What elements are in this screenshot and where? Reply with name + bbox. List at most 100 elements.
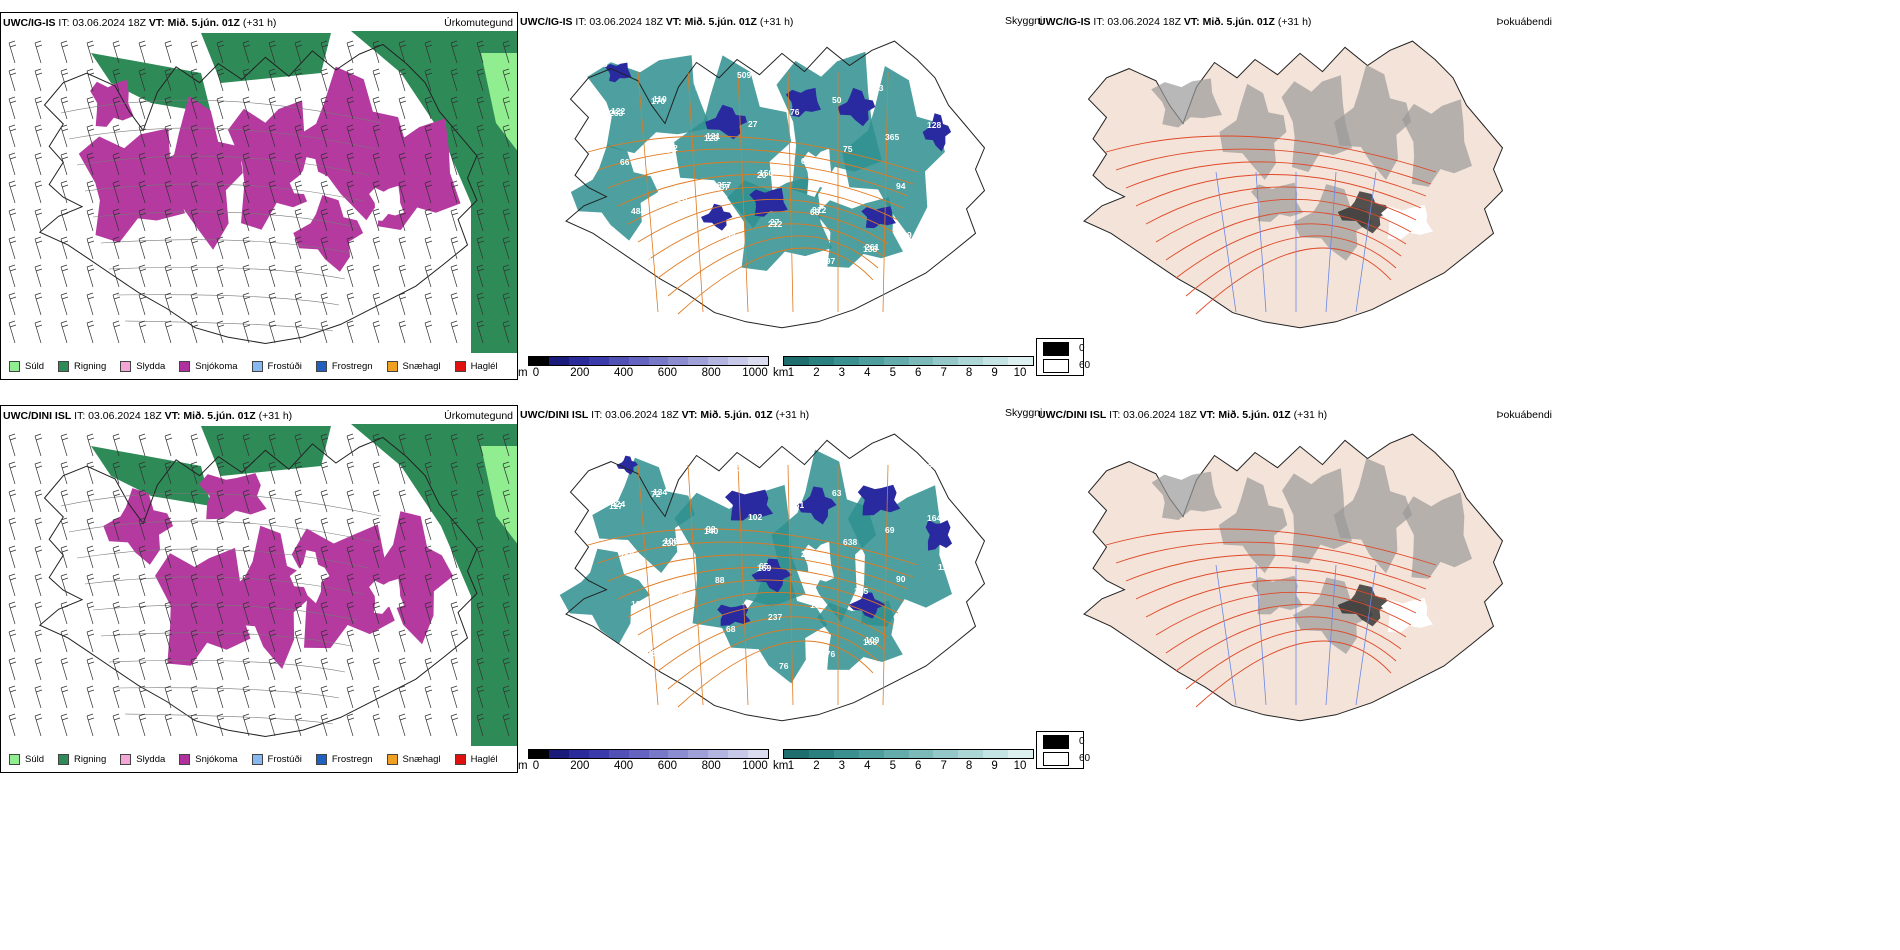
scale-color-strip	[783, 749, 1034, 759]
ceiling-value-label: 320	[673, 194, 687, 204]
legend-label: Súld	[25, 360, 45, 372]
scale-tick-label: 7	[940, 760, 947, 772]
scale-tick-label: 10	[1013, 367, 1027, 379]
scale-color-strip	[528, 749, 769, 759]
ceiling-labels: 26 72 140 169 155 166 122 117 230 88 237 376 49 164 15…	[598, 452, 963, 671]
precip-title-top: UWC/IG-IS IT: 03.06.2024 18Z VT: Mið. 5.…	[3, 17, 277, 29]
ceiling-value-label: 102	[695, 82, 709, 92]
ceiling-value-label: 261	[790, 500, 804, 510]
visibility-scale-top: km 1 2 3 4 5 6 7 8 9 10	[773, 356, 1038, 382]
ceiling-value-label: 112	[664, 143, 678, 153]
legend-label: Snæhagl	[402, 753, 441, 765]
ceiling-value-label: 173	[662, 145, 676, 155]
ceiling-value-label: 170	[651, 96, 665, 106]
scale-tick-label: 0	[532, 367, 540, 379]
ceiling-value-label: 166	[863, 637, 877, 647]
ceiling-value-label: 49	[874, 476, 884, 486]
precip-legend-item: Frostúði	[251, 753, 302, 765]
ceiling-value-label: 88	[598, 59, 608, 69]
precip-legend-item: Rigning	[58, 753, 107, 765]
sky-label: 0	[1079, 343, 1085, 354]
ceiling-value-label: 230	[907, 623, 921, 633]
ceiling-value-label: 102	[748, 512, 762, 522]
ceiling-value-label: 197	[821, 256, 835, 266]
ceiling-value-label: 72	[651, 489, 661, 499]
roads-rivers	[1105, 135, 1437, 315]
ceiling-value-label: 71	[779, 268, 789, 278]
ceiling-value-label: 65	[759, 561, 769, 571]
precip-legend-item: Slydda	[120, 360, 165, 372]
ceiling-value-label: 185	[737, 463, 751, 473]
ceiling-value-label: 121	[706, 131, 720, 141]
fog-index-areas	[1151, 64, 1472, 261]
legend-label: Slydda	[136, 753, 166, 765]
ceiling-value-label: 155	[854, 586, 868, 596]
sky-label-bottom: Skyggni	[1005, 407, 1043, 419]
ceiling-value-label: 237	[715, 182, 729, 192]
precip-type-label-bottom: Úrkomutegund	[444, 410, 513, 422]
ceiling-value-label: 68	[726, 624, 736, 634]
ceiling-value-label: 164	[927, 513, 941, 523]
scale-tick-label: 800	[701, 760, 721, 772]
precip-legend-bottom: Súld Rigning Slydda Snjókoma Frostúði Frostre…	[3, 750, 506, 768]
legend-label: Rigning	[74, 753, 107, 765]
legend-swatch	[386, 753, 398, 765]
precip-legend-top: Súld Rigning Slydda Snjókoma Frostúði Frostre…	[3, 357, 506, 375]
scale-tick-label: 2	[813, 367, 820, 379]
scale-tick-label: 1000	[742, 760, 768, 772]
ceiling-value-label: 87	[854, 193, 864, 203]
precip-title-bottom: UWC/DINI ISL IT: 03.06.2024 18Z VT: Mið.…	[3, 410, 293, 422]
scale-tick-label: 8	[965, 367, 973, 379]
road-lines	[60, 99, 382, 332]
scale-tick-label: 7	[940, 367, 947, 379]
height-scale-top: m 0 200 400 600 800 1000	[518, 356, 773, 382]
ceiling-title-bottom: UWC/DINI ISL IT: 03.06.2024 18Z VT: Mið.…	[520, 409, 810, 421]
ceiling-value-label: 138	[863, 244, 877, 254]
scale-tick-label: 400	[614, 760, 634, 772]
ceiling-value-label: 106	[949, 611, 963, 621]
ceiling-value-label: 27	[770, 217, 780, 227]
ceiling-value-label: 128	[927, 120, 941, 130]
scale-tick-label: 1000	[742, 367, 768, 379]
legend-swatch	[179, 753, 191, 765]
ceiling-panel-top: UWC/IG-IS IT: 03.06.2024 18Z VT: Mið. 5.…	[518, 12, 1038, 382]
ceiling-value-label: 184	[695, 475, 709, 485]
ceiling-value-label: 275	[642, 648, 656, 658]
ceiling-value-label: 110	[653, 94, 667, 104]
sky-label: 0	[1079, 736, 1085, 747]
scale-tick-label: 5	[889, 760, 896, 772]
legend-label: Frostregn	[331, 753, 373, 765]
sky-swatch	[1043, 752, 1069, 766]
ceiling-value-label: 98	[918, 69, 928, 79]
ceiling-value-label: 65	[673, 587, 683, 597]
scale-tick-label: 4	[864, 367, 871, 379]
fog-title-top: UWC/IG-IS IT: 03.06.2024 18Z VT: Mið. 5.…	[1038, 16, 1312, 28]
snow-areas	[103, 473, 454, 669]
scale-color-strip	[783, 356, 1034, 366]
wind-barbs	[8, 40, 511, 344]
fog-index-areas	[1151, 458, 1472, 654]
scale-tick-label: 6	[915, 760, 922, 772]
ceiling-value-label: 27	[748, 119, 758, 129]
ceiling-value-label: 90	[896, 574, 906, 584]
precip-legend-item: Súld	[9, 753, 44, 765]
scale-tick-label: 600	[657, 760, 677, 772]
legend-label: Haglél	[470, 753, 498, 765]
ceiling-map-top: 88 170 128 20 68 138 112 263 173 237 212 197 63 128 66…	[565, 40, 986, 329]
legend-label: Snjókoma	[195, 753, 238, 765]
ceiling-value-label: 108	[664, 536, 678, 546]
fog-label-top: Þokuábendi	[1496, 16, 1552, 28]
ceiling-value-label: 230	[662, 538, 676, 548]
ceiling-value-label: 63	[874, 83, 884, 93]
ceiling-value-label: 117	[609, 501, 623, 511]
height-scale-bottom: m 0 200 400 600 800 1000	[518, 749, 773, 775]
precip-legend-item: Haglél	[454, 360, 498, 372]
legend-swatch	[454, 753, 466, 765]
road-network	[587, 71, 919, 315]
scale-tick-label: 9	[991, 367, 998, 379]
ceiling-value-label: 212	[768, 219, 782, 229]
scale-tick-label: 9	[991, 760, 998, 772]
precip-map-top	[8, 31, 517, 353]
ceiling-value-label: 122	[611, 106, 625, 116]
ceiling-value-label: 68	[810, 207, 820, 217]
